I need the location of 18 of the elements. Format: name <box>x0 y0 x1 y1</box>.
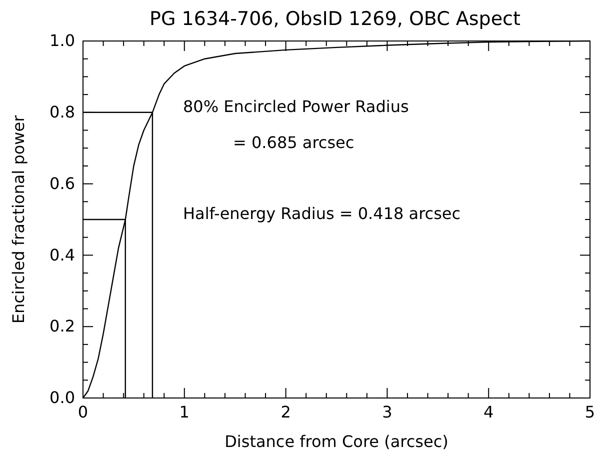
y-tick-label: 0.0 <box>50 388 75 408</box>
y-tick-label: 0.2 <box>50 316 75 336</box>
x-tick-label: 4 <box>484 402 494 422</box>
y-tick-label: 0.6 <box>50 174 75 193</box>
y-tick-label: 0.8 <box>50 102 75 122</box>
y-tick-label: 1.0 <box>50 31 75 50</box>
annotation: 80% Encircled Power Radius <box>183 97 409 116</box>
x-tick-label: 5 <box>584 402 596 422</box>
x-tick-label: 3 <box>382 402 392 422</box>
x-axis-title: Distance from Core (arcsec) <box>224 432 448 451</box>
x-tick-label: 0 <box>78 402 88 422</box>
chart-title: PG 1634-706, ObsID 1269, OBC Aspect <box>150 8 520 30</box>
x-tick-label: 1 <box>179 402 190 422</box>
x-tick-label: 2 <box>280 402 291 422</box>
y-axis-title: Encircled fractional power <box>9 114 28 324</box>
y-tick-label: 0.4 <box>50 245 75 264</box>
annotation: Half-energy Radius = 0.418 arcsec <box>183 204 461 223</box>
annotation: = 0.685 arcsec <box>233 133 354 152</box>
